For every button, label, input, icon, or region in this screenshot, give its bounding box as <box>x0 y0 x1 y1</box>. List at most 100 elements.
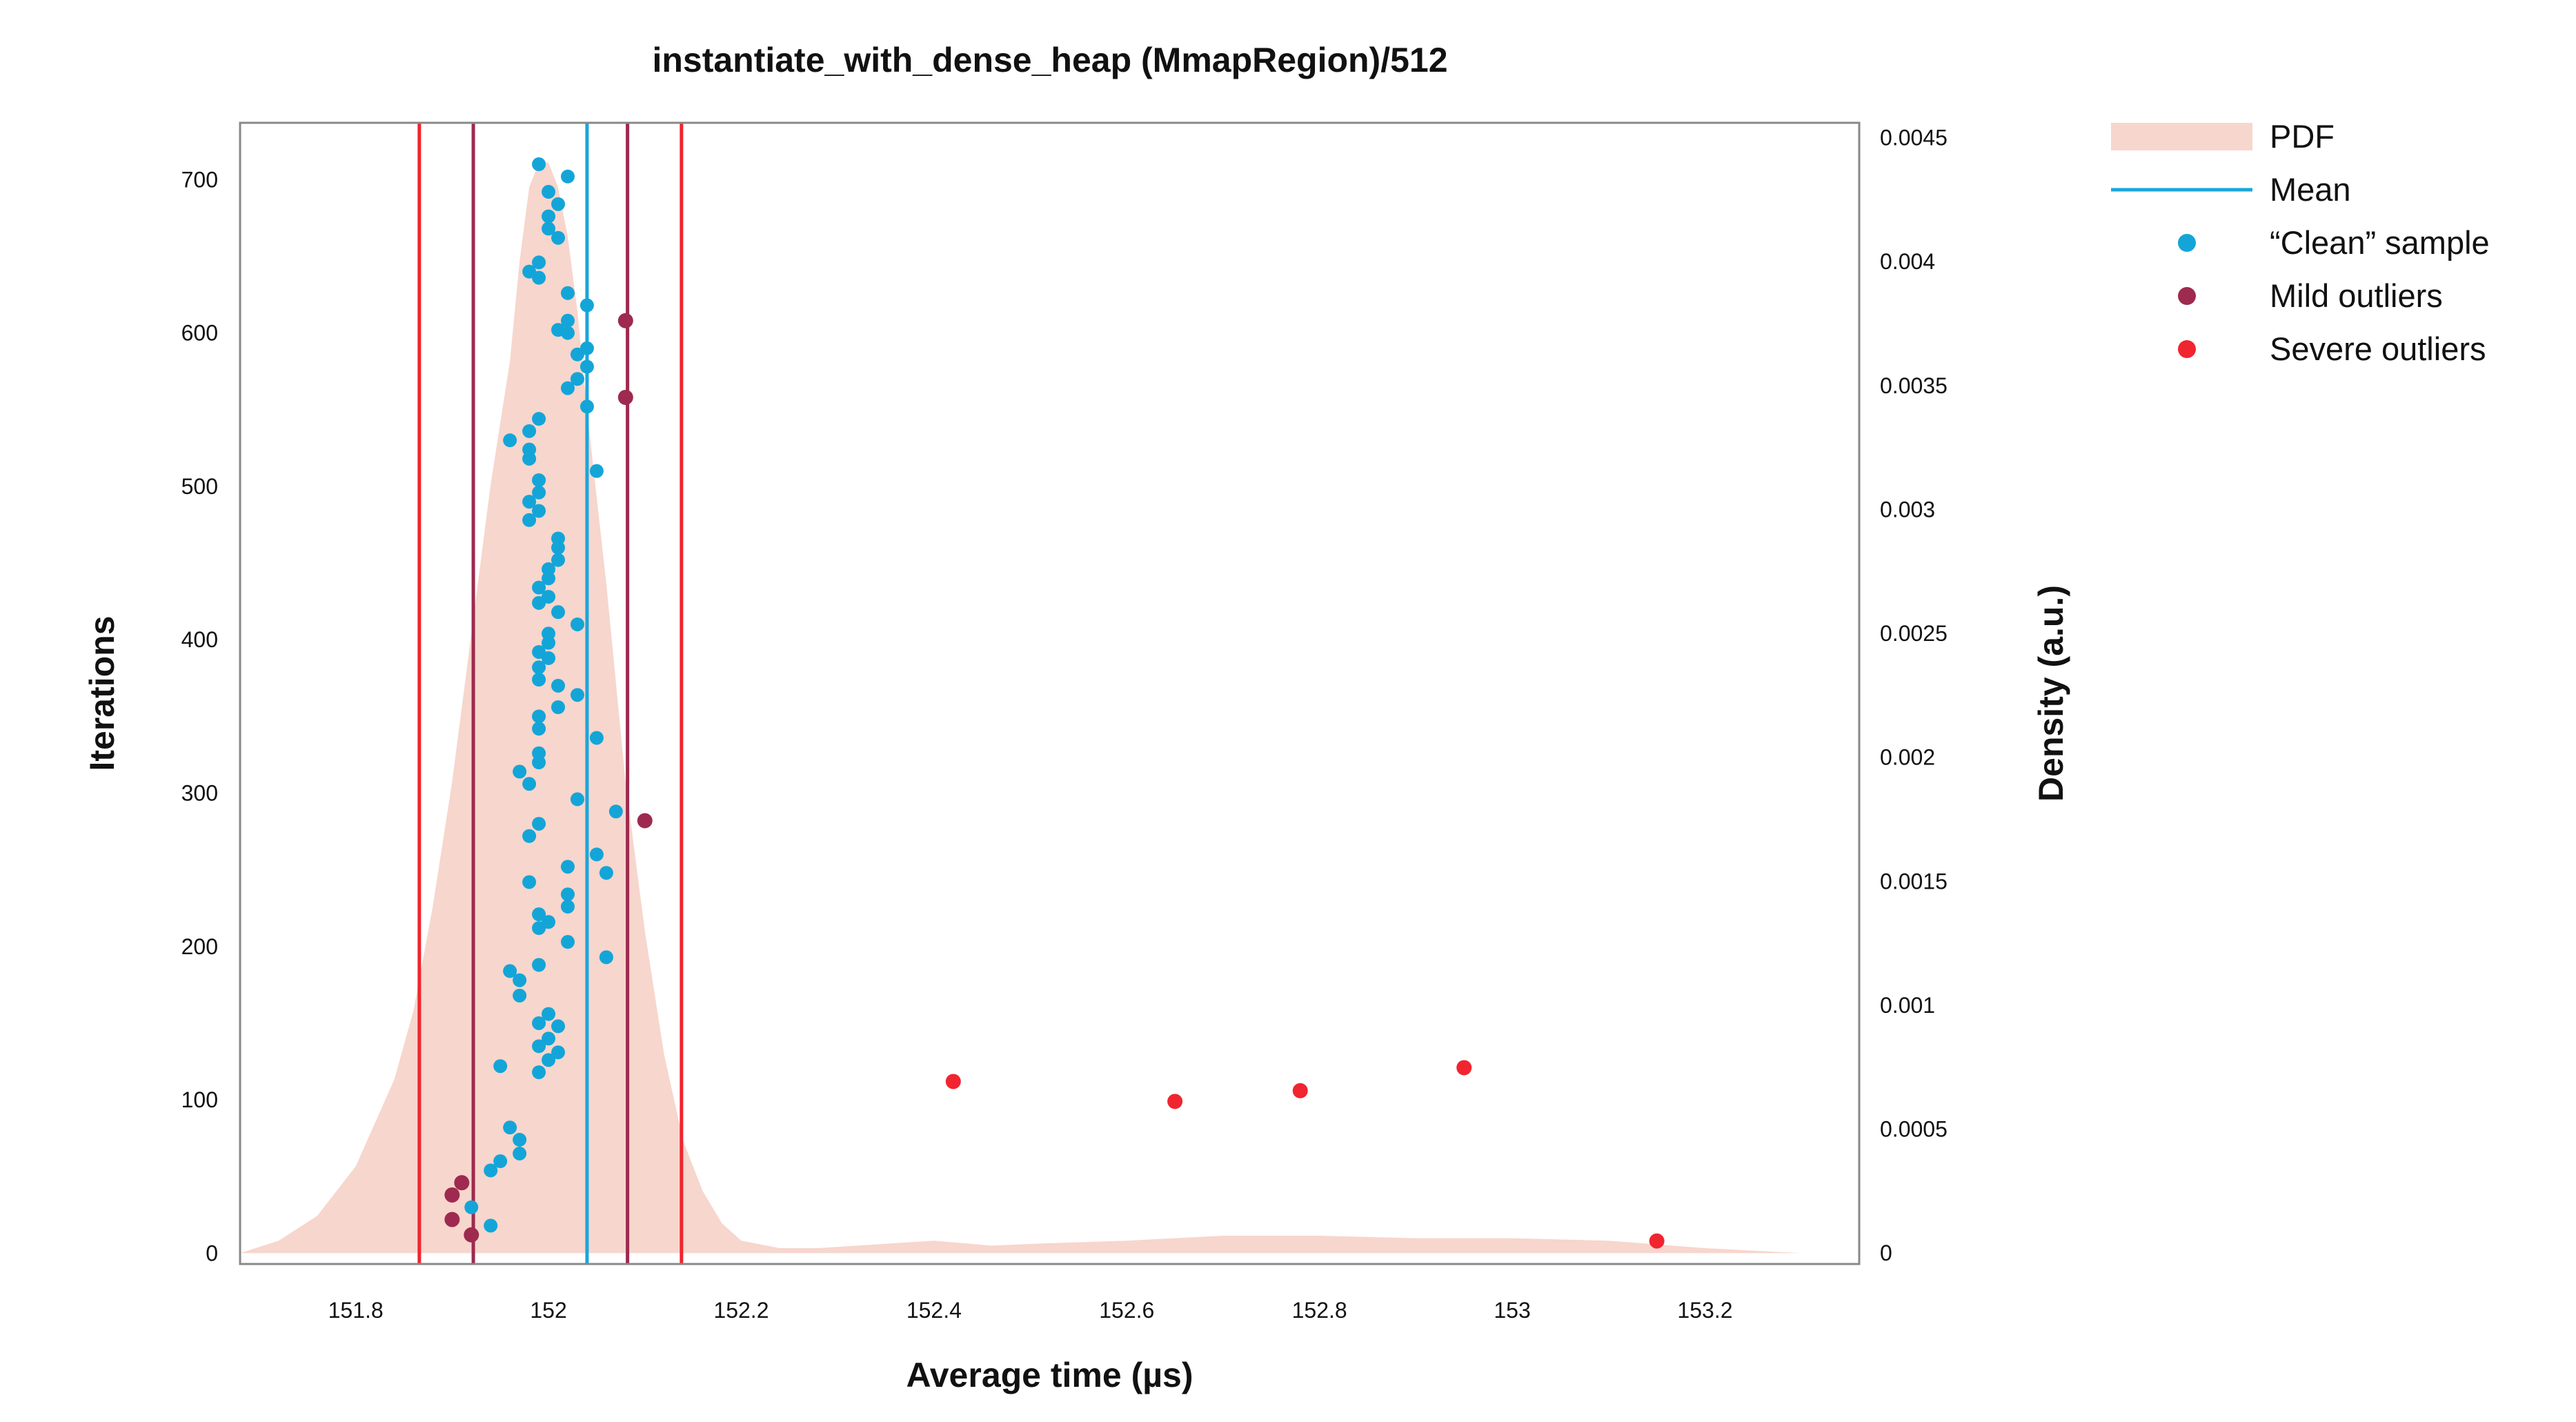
clean-sample-point <box>589 464 604 478</box>
clean-sample-point <box>513 764 527 779</box>
clean-sample-point <box>570 688 584 702</box>
y2-tick-label: 0.004 <box>1880 249 1935 274</box>
clean-sample-point <box>532 709 546 724</box>
y-axis-title: Iterations <box>83 615 121 771</box>
mild-outlier-point <box>454 1175 470 1191</box>
x-tick-label: 151.8 <box>328 1298 384 1323</box>
clean-sample-point <box>542 1007 556 1021</box>
clean-sample-point <box>551 531 566 546</box>
clean-sample-point <box>532 485 546 500</box>
x-tick-label: 153.2 <box>1677 1298 1732 1323</box>
x-tick-label: 152.6 <box>1099 1298 1154 1323</box>
clean-sample-point <box>560 860 575 874</box>
legend-label: Mild outliers <box>2270 277 2443 314</box>
y2-tick-label: 0.0025 <box>1880 621 1948 646</box>
clean-sample-point <box>542 626 556 641</box>
clean-sample-point <box>532 412 546 426</box>
y2-tick-label: 0.002 <box>1880 745 1935 770</box>
clean-sample-point <box>532 1039 546 1054</box>
clean-sample-point <box>599 950 613 965</box>
y2-tick-label: 0.003 <box>1880 497 1935 522</box>
y2-tick-label: 0.0045 <box>1880 126 1948 150</box>
y2-tick-label: 0.0035 <box>1880 373 1948 398</box>
clean-sample-point <box>589 731 604 745</box>
clean-sample-point <box>522 513 537 527</box>
plot-frame <box>239 121 1861 1265</box>
clean-sample-point <box>513 1132 527 1147</box>
x-axis-ticks: 151.8 152 152.2 152.4 152.6 152.8 153 153.2 <box>328 1298 1733 1323</box>
y2-tick-label: 0.0015 <box>1880 869 1948 893</box>
y2-tick-label: 0.0005 <box>1880 1117 1948 1142</box>
clean-sample-point <box>579 298 594 313</box>
clean-sample-point <box>513 973 527 987</box>
clean-sample-point <box>513 1146 527 1161</box>
clean-sample-point <box>532 580 546 595</box>
clean-sample-point <box>493 1059 508 1074</box>
x-tick-label: 152.8 <box>1292 1298 1347 1323</box>
clean-sample-point <box>532 816 546 831</box>
clean-sample-point <box>532 157 546 172</box>
clean-sample-point <box>532 255 546 270</box>
clean-sample-point <box>560 900 575 914</box>
clean-sample-point <box>560 935 575 949</box>
severe-outlier-point <box>1167 1094 1183 1109</box>
clean-sample-point <box>551 553 566 567</box>
clean-sample-point <box>522 495 537 509</box>
legend: PDF Mean “Clean” sample Mild outliers Severe… <box>2111 118 2490 367</box>
mild-outlier-point <box>464 1227 479 1243</box>
clean-sample-point <box>532 504 546 518</box>
clean-sample-point <box>551 1019 566 1034</box>
clean-sample-point <box>551 700 566 715</box>
clean-sample-point <box>503 433 517 448</box>
mild-outlier-point <box>617 313 633 328</box>
clean-sample-point <box>551 678 566 693</box>
legend-pdf-swatch <box>2111 123 2252 150</box>
clean-sample-point <box>532 672 546 687</box>
clean-sample-point <box>551 197 566 211</box>
y-tick-label: 700 <box>181 167 218 192</box>
clean-sample-point <box>551 230 566 245</box>
clean-sample-point <box>542 221 556 236</box>
clean-sample-point <box>560 286 575 300</box>
clean-sample-point <box>532 660 546 675</box>
severe-outlier-point <box>945 1074 961 1089</box>
legend-severe-swatch <box>2178 340 2196 358</box>
clean-sample-point <box>551 323 566 337</box>
clean-sample-point <box>464 1200 479 1214</box>
severe-outlier-point <box>1649 1233 1665 1249</box>
x-tick-label: 152 <box>530 1298 566 1323</box>
clean-sample-point <box>532 722 546 736</box>
clean-sample-point <box>560 381 575 395</box>
clean-sample-point <box>522 875 537 889</box>
mild-outlier-point <box>444 1212 460 1227</box>
clean-sample-point <box>551 605 566 620</box>
x-axis-title: Average time (µs) <box>906 1356 1193 1394</box>
y-tick-label: 600 <box>181 321 218 346</box>
y-tick-label: 500 <box>181 474 218 499</box>
y-tick-label: 200 <box>181 934 218 959</box>
clean-sample-point <box>522 442 537 457</box>
x-tick-label: 152.4 <box>906 1298 962 1323</box>
y-tick-label: 400 <box>181 627 218 652</box>
y-tick-label: 100 <box>181 1087 218 1112</box>
clean-sample-point <box>522 424 537 438</box>
mild-outlier-point <box>444 1187 460 1203</box>
clean-sample-point <box>570 617 584 631</box>
clean-sample-point <box>542 1053 556 1067</box>
clean-sample-point <box>532 473 546 487</box>
clean-sample-point <box>579 399 594 414</box>
clean-sample-point <box>579 341 594 355</box>
clean-sample-point <box>551 1045 566 1060</box>
y-tick-label: 0 <box>206 1241 218 1265</box>
clean-sample-point <box>532 746 546 760</box>
legend-label: “Clean” sample <box>2270 224 2490 261</box>
clean-sample-point <box>579 359 594 374</box>
y2-tick-label: 0.001 <box>1880 993 1935 1018</box>
clean-sample-point <box>484 1163 498 1178</box>
clean-sample-point <box>503 964 517 978</box>
mild-outlier-point <box>617 389 633 405</box>
legend-label: Severe outliers <box>2270 330 2486 367</box>
clean-sample-point <box>522 777 537 791</box>
clean-sample-point <box>560 313 575 328</box>
